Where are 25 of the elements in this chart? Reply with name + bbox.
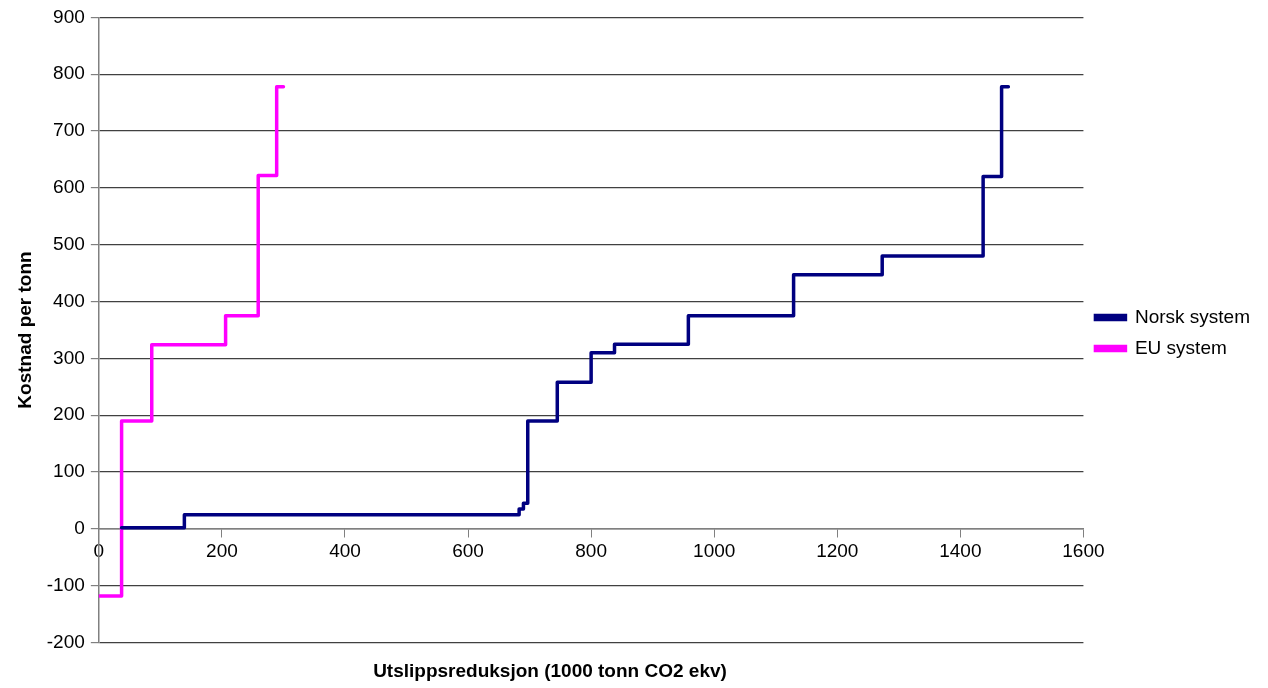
legend-label: EU system — [1134, 336, 1227, 358]
y-tick-label: 700 — [53, 119, 85, 141]
y-tick-label: 500 — [53, 232, 85, 254]
y-tick-label: 0 — [74, 517, 85, 539]
y-tick-label: 100 — [53, 460, 85, 482]
x-tick-label: 0 — [93, 539, 105, 561]
legend-label: Norsk system — [1134, 305, 1251, 327]
y-tick-label: 900 — [53, 5, 85, 27]
x-tick-label: 800 — [575, 539, 607, 561]
x-tick-label: 1600 — [1062, 539, 1105, 561]
x-tick-label: 1400 — [939, 539, 982, 561]
y-tick-label: 800 — [53, 62, 85, 84]
y-tick-label: -100 — [46, 574, 85, 595]
x-tick-label: 400 — [329, 539, 361, 561]
y-tick-label: 600 — [53, 176, 85, 198]
y-tick-label: -200 — [46, 630, 85, 652]
x-tick-label: 200 — [206, 539, 238, 561]
x-tick-label: 1000 — [693, 539, 736, 561]
x-tick-label: 1200 — [816, 539, 859, 561]
y-tick-label: 300 — [53, 346, 85, 368]
y-tick-label: 200 — [53, 403, 85, 425]
x-tick-label: 600 — [452, 539, 484, 561]
x-axis-title: Utslippsreduksjon (1000 tonn CO2 ekv) — [372, 660, 728, 682]
y-axis-title: Kostnad per tonn — [13, 251, 35, 409]
y-tick-label: 400 — [53, 289, 85, 311]
